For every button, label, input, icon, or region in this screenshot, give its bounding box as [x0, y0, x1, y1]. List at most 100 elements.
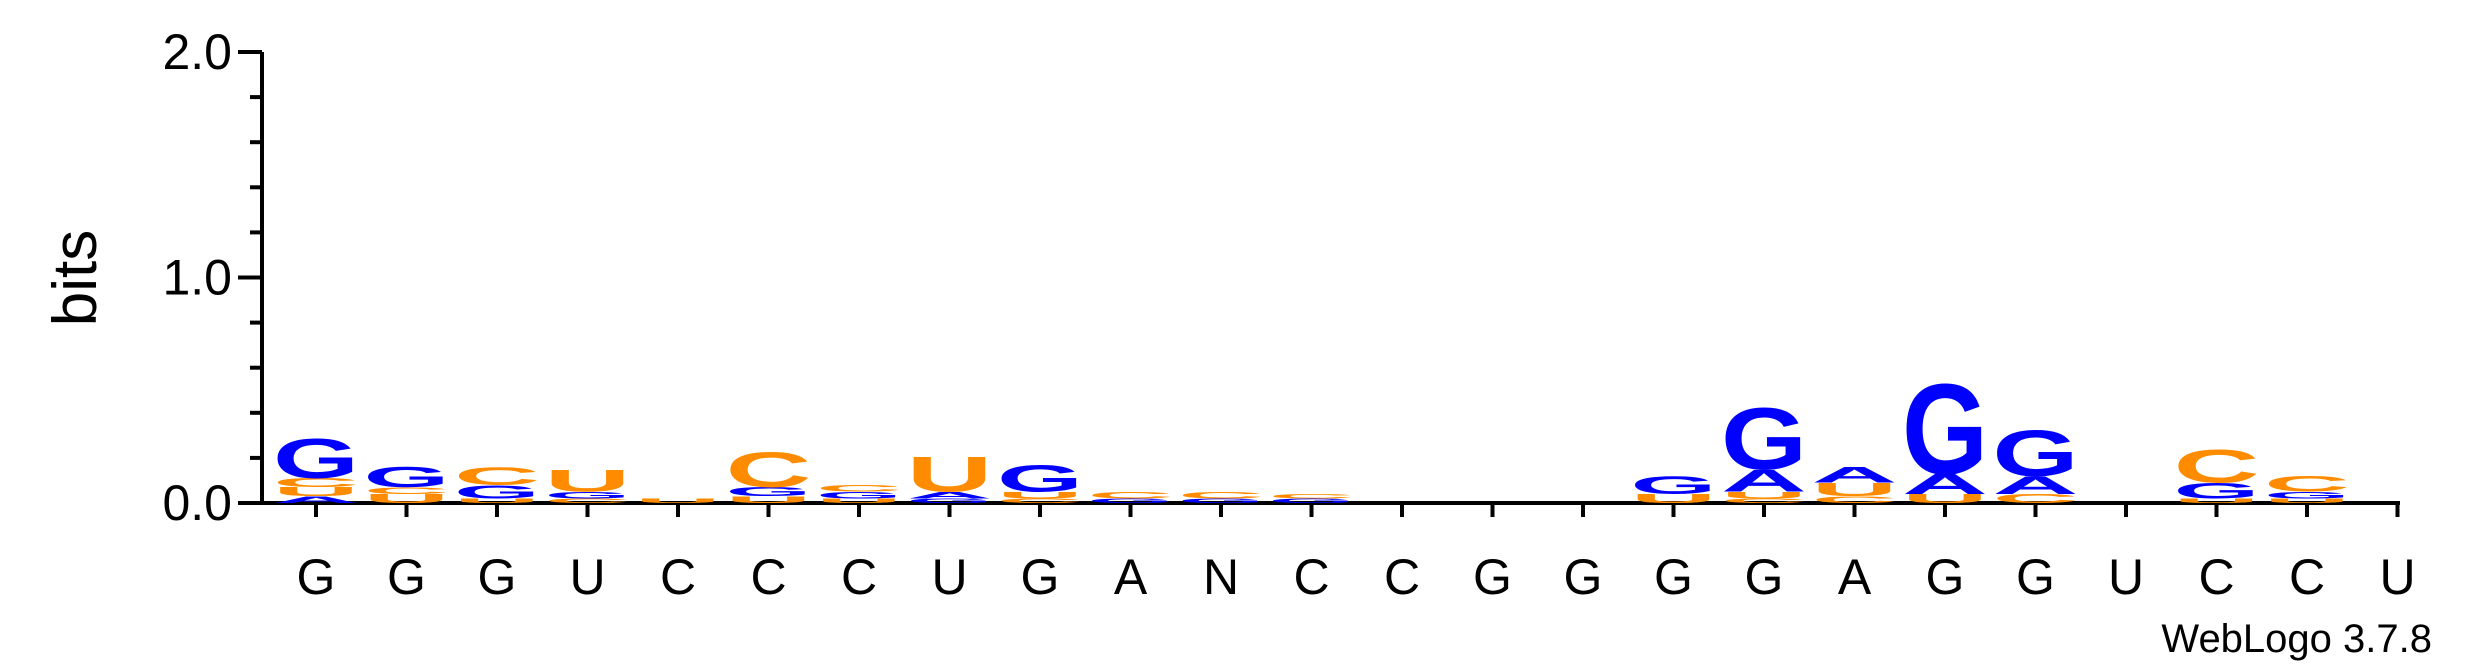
sequence-position-label: U	[2108, 549, 2144, 605]
logo-letter-u: U	[2174, 497, 2260, 504]
logo-letter-c: C	[273, 476, 359, 490]
sequence-position-label: C	[2198, 549, 2234, 605]
sequence-position-label: C	[1293, 549, 1329, 605]
sequence-position-label: G	[1564, 549, 1603, 605]
sequence-position-label: U	[2379, 549, 2415, 605]
logo-letter-c: C	[1178, 490, 1264, 501]
sequence-position-label: C	[750, 549, 786, 605]
sequence-position-label: G	[1021, 549, 1060, 605]
svg-text:C: C	[2264, 472, 2350, 497]
svg-text:C: C	[1088, 490, 1174, 501]
logo-letter-c: C	[454, 463, 540, 491]
logo-letter-a: A	[1812, 463, 1898, 488]
logo-letter-c: C	[997, 497, 1083, 504]
logo-letter-g: G	[907, 497, 993, 504]
svg-text:U: U	[816, 497, 902, 504]
logo-letter-u: U	[1812, 479, 1898, 500]
logo-letter-u: U	[726, 495, 812, 506]
logo-letter-c: C	[364, 486, 450, 497]
logo-letter-c: C	[1993, 492, 2079, 506]
logo-letter-a: A	[1993, 472, 2079, 500]
svg-text:C: C	[2174, 440, 2260, 493]
logo-letter-u: U	[816, 497, 902, 504]
logo-letter-g: G	[1721, 390, 1807, 488]
svg-text:A: A	[907, 490, 993, 501]
svg-text:A: A	[1993, 472, 2079, 500]
svg-text:C: C	[1812, 495, 1898, 506]
svg-text:U: U	[2174, 497, 2260, 504]
svg-text:U: U	[454, 497, 540, 504]
svg-text:G: G	[1088, 497, 1174, 504]
logo-letter-u: U	[454, 497, 540, 504]
logo-letter-c: C	[2174, 440, 2260, 493]
logo-letter-g: G	[726, 485, 812, 499]
logo-letter-g: G	[454, 482, 540, 503]
svg-text:G: G	[2174, 479, 2260, 504]
logo-letter-g: G	[545, 490, 631, 501]
svg-text:U: U	[726, 495, 812, 506]
svg-text:U: U	[273, 485, 359, 499]
logo-letter-c: C	[2264, 472, 2350, 497]
svg-text:U: U	[1721, 490, 1807, 501]
logo-letter-g: G	[364, 461, 450, 493]
sequence-position-label: G	[1745, 549, 1784, 605]
y-axis-label: bits	[41, 230, 110, 326]
logo-letter-g: G	[1269, 497, 1355, 504]
logo-letter-u: U	[273, 485, 359, 499]
logo-letter-a: A	[907, 490, 993, 501]
svg-text:G: G	[726, 485, 812, 499]
sequence-position-label: U	[569, 549, 605, 605]
logo-letter-c: C	[545, 497, 631, 504]
sequence-position-label: C	[2289, 549, 2325, 605]
svg-text:U: U	[364, 492, 450, 506]
logo-letter-c: C	[1269, 493, 1355, 500]
logo-letter-a: A	[1721, 463, 1807, 498]
svg-text:U: U	[635, 497, 721, 504]
svg-text:A: A	[273, 495, 359, 506]
sequence-position-label: G	[478, 549, 517, 605]
sequence-position-label: U	[931, 549, 967, 605]
svg-text:U: U	[545, 463, 631, 498]
svg-text:G: G	[1902, 357, 1988, 501]
logo-letter-g: G	[2264, 490, 2350, 501]
logo-letter-u: U	[1631, 492, 1717, 506]
logo-letter-g: G	[2174, 479, 2260, 504]
weblogo-version-footer: WebLogo 3.7.8	[2161, 617, 2432, 661]
svg-text:U: U	[1631, 492, 1717, 506]
svg-text:G: G	[545, 490, 631, 501]
svg-text:G: G	[454, 482, 540, 503]
svg-text:U: U	[907, 446, 993, 503]
logo-letter-a: A	[273, 495, 359, 506]
svg-text:G: G	[1269, 497, 1355, 504]
svg-text:G: G	[997, 458, 1083, 500]
svg-text:G: G	[1631, 472, 1717, 500]
logo-letter-c: C	[726, 441, 812, 498]
y-tick-label: 2.0	[162, 24, 232, 80]
logo-letter-u: U	[635, 497, 721, 504]
svg-text:C: C	[1721, 497, 1807, 504]
sequence-position-label: C	[841, 549, 877, 605]
y-tick-label: 1.0	[162, 250, 232, 306]
svg-text:C: C	[726, 441, 812, 498]
y-tick-label: 0.0	[162, 475, 232, 531]
sequence-position-label: C	[660, 549, 696, 605]
logo-letter-g: G	[1088, 497, 1174, 504]
sequence-position-label: G	[1926, 549, 1965, 605]
logo-letter-u: U	[1721, 490, 1807, 501]
sequence-position-label: G	[2016, 549, 2055, 605]
sequence-position-label: G	[387, 549, 426, 605]
svg-text:G: G	[2264, 490, 2350, 501]
svg-text:G: G	[364, 461, 450, 493]
svg-text:G: G	[907, 497, 993, 504]
logo-letter-g: G	[1993, 416, 2079, 490]
sequence-position-label: A	[1838, 549, 1872, 605]
svg-text:C: C	[1993, 492, 2079, 506]
sequence-position-label: N	[1203, 549, 1239, 605]
svg-text:A: A	[1902, 468, 1988, 500]
svg-text:G: G	[816, 490, 902, 501]
logo-letter-g: G	[273, 427, 359, 490]
svg-text:U: U	[1902, 492, 1988, 506]
logo-letter-u: U	[907, 446, 993, 503]
